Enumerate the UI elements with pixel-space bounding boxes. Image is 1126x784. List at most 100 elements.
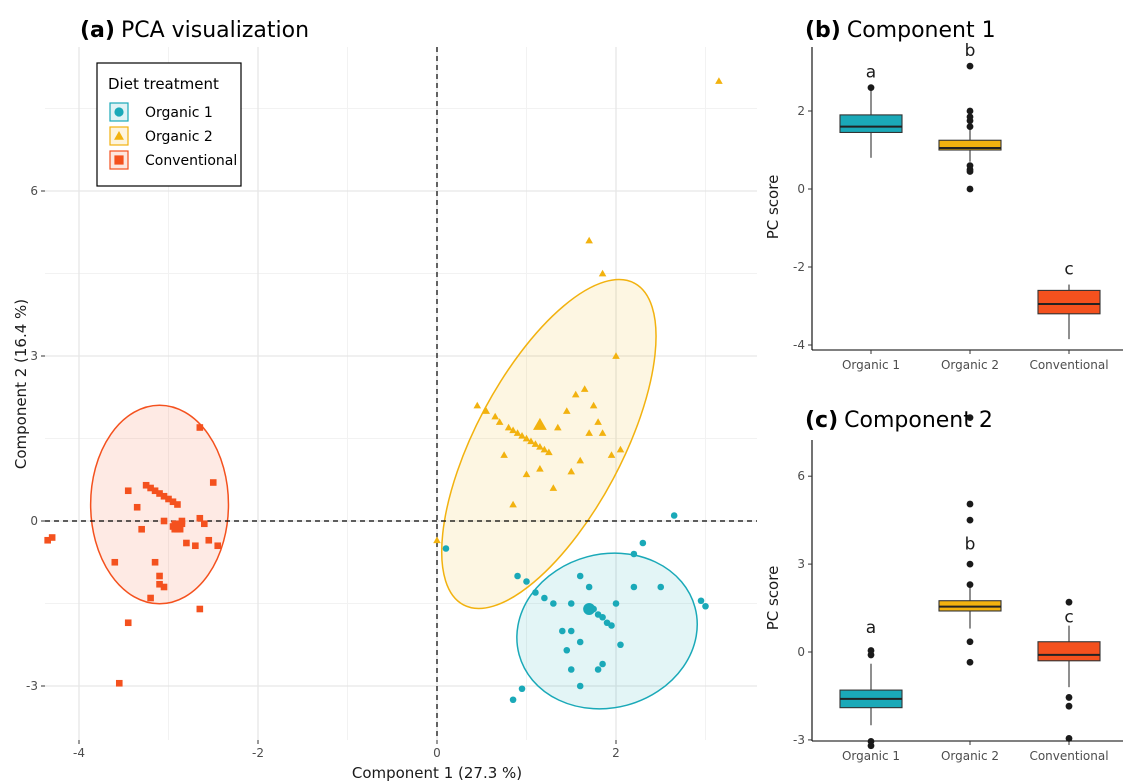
panel-a-letter: (a) <box>80 18 115 43</box>
point-organic-2 <box>513 429 522 436</box>
y-tick-label: 3 <box>30 349 38 363</box>
point-organic-2 <box>607 451 616 458</box>
point-conventional <box>156 580 163 588</box>
point-organic-2 <box>562 407 571 414</box>
panel-b-box-conventional <box>1037 289 1101 315</box>
legend-symbol-conventional <box>114 155 124 165</box>
panel-c-outlier-organic-2 <box>966 581 974 589</box>
legend-items: Organic 1 Organic 2 Conventional <box>109 102 237 170</box>
legend-title: Diet treatment <box>108 75 219 93</box>
point-organic-2 <box>598 429 607 436</box>
point-organic-2 <box>580 385 589 392</box>
panel-c-outlier-organic-1 <box>867 651 875 659</box>
point-organic-2 <box>518 431 526 439</box>
panel-c-outlier-conventional <box>1065 702 1073 710</box>
point-organic-1 <box>670 512 678 519</box>
legend: Diet treatment Organic 1 Organic 2 Convent… <box>96 62 242 187</box>
panel-b-outlier-organic-2 <box>966 123 974 130</box>
legend-symbol-organic-1 <box>114 107 124 117</box>
point-conventional <box>44 536 51 544</box>
point-conventional <box>156 490 163 497</box>
point-conventional <box>115 679 123 687</box>
point-organic-1 <box>585 583 593 591</box>
panel-c-outlier-organic-2 <box>966 638 974 646</box>
point-conventional <box>147 484 154 492</box>
point-conventional <box>124 619 132 627</box>
point-organic-1 <box>576 682 584 690</box>
x-tick-label: 0 <box>433 746 441 760</box>
legend-symbol-organic-2 <box>114 131 124 140</box>
panel-c-title-text: Component 2 <box>844 408 993 433</box>
panel-c-box-conventional <box>1037 641 1101 662</box>
point-organic-2 <box>545 448 553 456</box>
point-conventional <box>151 558 159 566</box>
point-conventional <box>201 520 208 528</box>
panel-c-y-tick-label: 3 <box>797 557 805 571</box>
point-conventional <box>124 487 132 495</box>
point-conventional <box>151 487 159 495</box>
x-tick-label: -2 <box>252 746 264 760</box>
panel-b-y-tick-label: 2 <box>797 104 805 118</box>
point-conventional <box>169 498 177 506</box>
panel-a-title-text: PCA visualization <box>121 18 309 43</box>
point-organic-2 <box>585 236 593 244</box>
ellipse-organic-2 <box>440 278 657 610</box>
point-conventional <box>214 542 222 550</box>
point-organic-2 <box>616 445 625 453</box>
point-conventional <box>160 517 168 525</box>
panel-c-y-tick-label: 0 <box>797 645 805 659</box>
point-organic-1 <box>599 660 606 668</box>
panel-a: (a) PCA visualization -4 -2 0 2 -3 0 3 6 Compone… <box>12 18 757 782</box>
panel-b-outlier-organic-2 <box>966 117 974 125</box>
point-organic-1 <box>567 600 575 607</box>
panel-b-box-organic-1 <box>839 114 903 134</box>
point-conventional <box>196 605 204 613</box>
panel-c-title: (c) Component 2 <box>805 408 993 433</box>
centroid-organic-2 <box>533 417 547 430</box>
point-organic-1 <box>567 666 575 673</box>
point-organic-1 <box>657 583 665 591</box>
panel-b-box-organic-2 <box>938 139 1002 151</box>
panel-c-outlier-organic-2 <box>966 560 974 568</box>
point-organic-1 <box>576 638 584 646</box>
x-tick-label: -4 <box>73 746 85 760</box>
panel-a-centroids <box>171 417 596 615</box>
point-organic-2 <box>554 423 562 431</box>
ellipse-organic-1 <box>516 552 698 710</box>
panel-a-points <box>44 77 723 704</box>
panel-b-outlier-organic-1 <box>867 84 875 91</box>
y-tick-label: 6 <box>30 184 38 198</box>
panel-b: (b) Component 1 -4 -2 0 2 Organic 1 Organic 2 C… <box>764 18 1123 372</box>
point-conventional <box>142 481 150 489</box>
panel-a-title: (a) PCA visualization <box>80 18 309 43</box>
panel-b-outlier-organic-2 <box>966 185 974 193</box>
point-organic-1 <box>550 600 557 607</box>
panel-a-x-axis-title: Component 1 (27.3 %) <box>352 764 522 782</box>
point-organic-2 <box>589 401 598 409</box>
panel-c-outlier-organic-2 <box>966 658 974 666</box>
point-conventional <box>196 424 204 431</box>
point-organic-1 <box>630 550 638 558</box>
point-organic-1 <box>617 641 624 649</box>
panel-b-y-tick-label: -2 <box>793 260 805 274</box>
point-conventional <box>192 542 199 550</box>
point-organic-2 <box>509 500 517 508</box>
point-organic-1 <box>559 627 566 635</box>
panel-b-y-tick-label: -4 <box>793 338 805 352</box>
point-organic-2 <box>612 352 620 359</box>
panel-b-y-axis-title: PC score <box>764 175 782 240</box>
panel-b-x-tick-label: Conventional <box>1029 358 1108 372</box>
point-conventional <box>156 572 163 580</box>
point-conventional <box>160 492 168 500</box>
panel-a-ellipses <box>89 278 698 710</box>
point-conventional <box>196 514 204 522</box>
point-organic-2 <box>567 467 576 475</box>
panel-b-x-tick-label: Organic 2 <box>941 358 999 372</box>
panel-c-plot: -3 0 3 6 Organic 1 Organic 2 Conventional a b c <box>793 414 1123 763</box>
point-organic-2 <box>522 434 531 442</box>
point-conventional <box>160 583 168 591</box>
point-organic-2 <box>473 401 482 409</box>
point-organic-1 <box>563 646 571 654</box>
panel-c-y-axis-title: PC score <box>764 566 782 631</box>
point-organic-2 <box>504 423 513 431</box>
